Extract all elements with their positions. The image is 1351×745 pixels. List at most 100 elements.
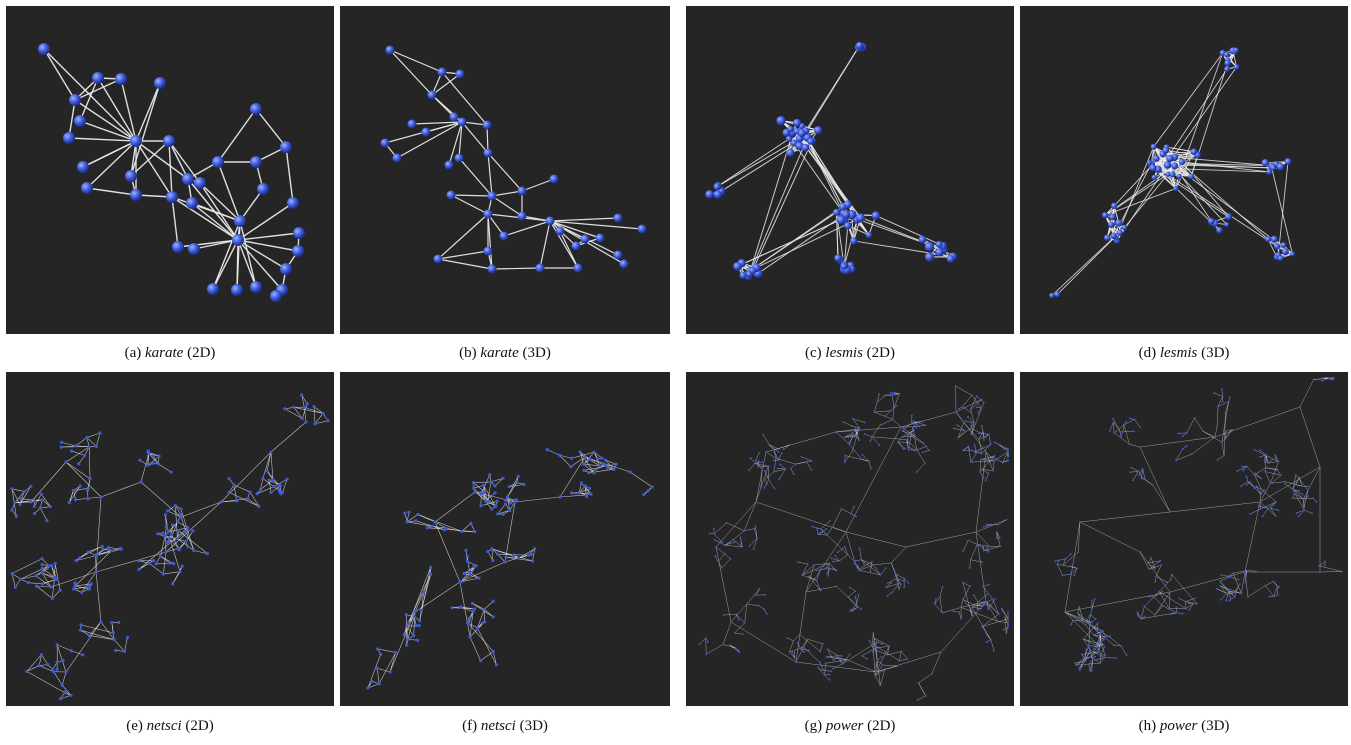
graph-node: [26, 581, 30, 585]
graph-edge: [799, 634, 821, 652]
graph-node: [1147, 562, 1149, 564]
caption-f: (f) netsci (3D): [340, 718, 670, 735]
graph-node: [730, 621, 732, 623]
graph-edge: [124, 637, 128, 652]
graph-node: [1084, 620, 1087, 623]
graph-edge: [1265, 581, 1274, 586]
graph-edge: [135, 194, 173, 198]
graph-node: [614, 462, 618, 466]
graph-node: [891, 591, 893, 594]
graph-node: [819, 589, 822, 592]
panel-d: [1020, 6, 1348, 334]
graph-edge: [897, 441, 906, 449]
graph-edge: [1114, 432, 1130, 445]
caption-e-label: (e): [126, 718, 143, 734]
graph-edge: [824, 674, 830, 681]
graph-node: [258, 488, 263, 492]
graph-node: [1173, 185, 1179, 192]
graph-edge: [1246, 570, 1257, 572]
graph-edge: [1265, 471, 1271, 484]
graph-node: [840, 507, 843, 510]
graph-node: [283, 407, 287, 411]
graph-node: [191, 529, 195, 533]
graph-edge: [437, 250, 489, 260]
graph-node: [777, 448, 780, 451]
graph-node: [1071, 619, 1074, 622]
graph-node: [834, 254, 842, 262]
graph-edge: [1254, 474, 1262, 490]
graph-node: [1181, 435, 1184, 438]
graph-node: [1301, 493, 1304, 496]
graph-node: [1081, 653, 1083, 656]
graph-edge: [891, 583, 900, 593]
graph-edge: [79, 546, 103, 559]
graph-node: [277, 483, 281, 487]
graph-edge: [262, 451, 272, 479]
graph-node: [522, 482, 526, 486]
graph-node: [1083, 656, 1086, 659]
graph-edge: [1063, 551, 1079, 566]
graph-node: [823, 674, 826, 676]
graph-node: [738, 651, 741, 654]
graph-edge: [74, 487, 89, 491]
graph-node: [418, 619, 422, 623]
graph-edge: [746, 604, 759, 606]
graph-edge: [583, 463, 595, 474]
graph-node: [996, 523, 999, 526]
graph-node: [854, 595, 857, 598]
graph-node: [1228, 590, 1231, 592]
graph-node: [1056, 563, 1059, 566]
graph-node: [64, 460, 68, 464]
graph-node: [1277, 255, 1284, 262]
panel-a: [6, 6, 334, 334]
graph-node: [406, 637, 410, 641]
graph-node: [1112, 417, 1114, 420]
graph-node: [1224, 213, 1233, 221]
graph-node: [795, 661, 797, 663]
graph-node: [765, 483, 768, 485]
graph-node: [808, 649, 810, 652]
graph-node: [207, 283, 219, 295]
graph-edge: [871, 436, 907, 440]
graph-node: [795, 141, 804, 151]
graph-node: [1091, 607, 1094, 610]
caption-f-label: (f): [462, 718, 478, 734]
graph-node: [40, 571, 44, 575]
graph-edge: [898, 584, 902, 590]
graph-node: [886, 582, 889, 585]
graph-node: [14, 514, 18, 518]
graph-edge: [41, 572, 52, 588]
graph-edge: [61, 442, 76, 447]
graph-edge: [228, 491, 260, 507]
graph-node: [479, 659, 483, 663]
graph-node: [962, 598, 965, 601]
graph-node: [998, 443, 1000, 446]
graph-node: [824, 662, 827, 665]
graph-edge: [86, 437, 90, 447]
graph-node: [1269, 482, 1272, 485]
graph-node: [825, 656, 828, 658]
graph-node: [1161, 604, 1164, 607]
caption-d-label: (d): [1138, 345, 1157, 361]
graph-edge: [982, 613, 999, 627]
graph-edge: [185, 531, 195, 551]
graph-edge: [41, 654, 49, 665]
graph-node: [715, 546, 717, 548]
graph-node: [1139, 551, 1141, 553]
graph-node: [1152, 155, 1160, 163]
graph-edge: [1202, 430, 1222, 443]
graph-node: [179, 507, 183, 511]
graph-node: [890, 582, 892, 584]
graph-node: [414, 519, 418, 523]
graph-node: [482, 607, 486, 611]
graph-edge: [980, 459, 995, 462]
graph-node: [585, 494, 589, 498]
graph-edge: [777, 468, 786, 470]
graph-edge: [872, 633, 874, 640]
graph-node: [1160, 564, 1163, 567]
graph-node: [479, 504, 483, 508]
graph-karate-2d: [6, 6, 334, 334]
graph-node: [578, 450, 582, 454]
graph-node: [960, 606, 962, 609]
graph-node: [156, 462, 160, 466]
